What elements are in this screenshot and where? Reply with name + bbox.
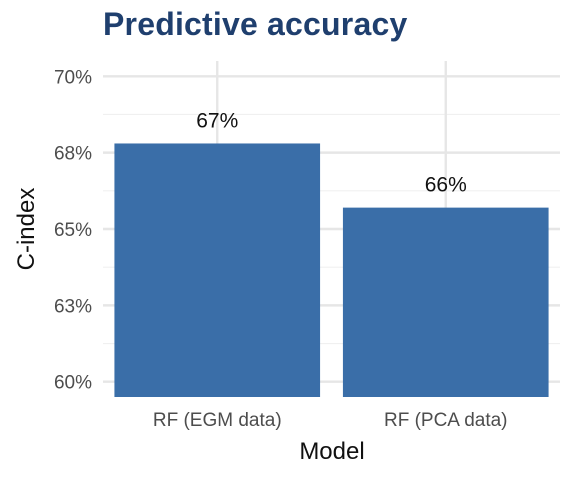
data-labels: 67% 66% bbox=[196, 109, 467, 196]
y-axis-title: C-index bbox=[13, 188, 40, 271]
y-tick-label: 68% bbox=[54, 144, 92, 165]
bar bbox=[342, 207, 549, 397]
chart-title: Predictive accuracy bbox=[103, 6, 408, 42]
y-tick-label: 65% bbox=[54, 220, 92, 241]
x-tick-labels: RF (EGM data) RF (PCA data) bbox=[153, 410, 508, 431]
y-tick-label: 63% bbox=[54, 296, 92, 317]
y-tick-labels: 60% 63% 65% 68% 70% bbox=[54, 67, 92, 393]
bars bbox=[114, 143, 549, 397]
data-label: 66% bbox=[425, 174, 467, 197]
y-tick-label: 60% bbox=[54, 373, 92, 394]
bar bbox=[114, 143, 321, 397]
x-axis-title: Model bbox=[299, 438, 364, 465]
y-tick-label: 70% bbox=[54, 67, 92, 88]
x-tick-label: RF (EGM data) bbox=[153, 410, 282, 431]
data-label: 67% bbox=[196, 109, 238, 132]
x-tick-label: RF (PCA data) bbox=[384, 410, 508, 431]
